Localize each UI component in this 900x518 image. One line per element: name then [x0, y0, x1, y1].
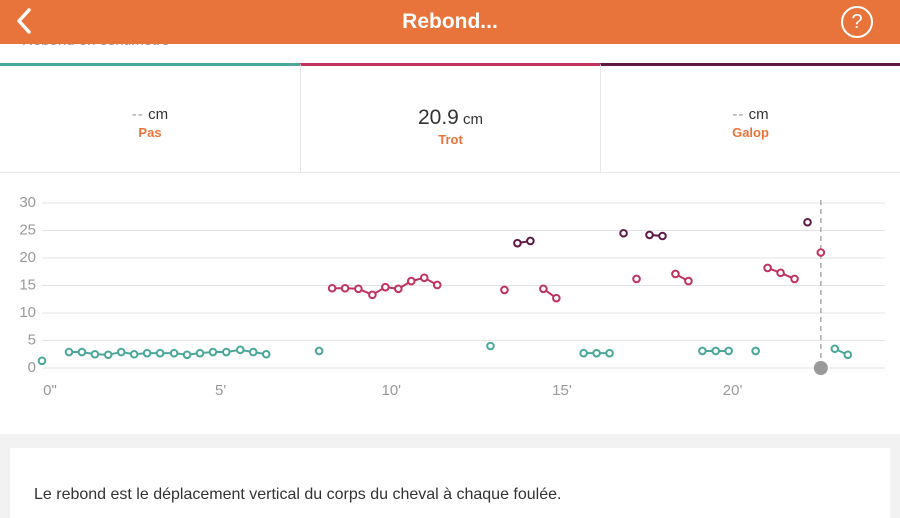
- point: [632, 274, 641, 284]
- value: 20.9: [417, 106, 459, 129]
- point: [142, 348, 152, 358]
- point: [64, 347, 74, 357]
- point: [381, 282, 390, 292]
- tab[interactable]: -- cm Galop: [600, 63, 900, 173]
- point: [486, 341, 495, 351]
- tab-label: Pas: [138, 125, 162, 140]
- point: [394, 284, 403, 294]
- title: Rebond...: [402, 10, 498, 33]
- tab[interactable]: -- cm Pas: [0, 63, 300, 173]
- value: --: [131, 106, 144, 123]
- description: Le rebond est le déplacement vertical du…: [34, 486, 562, 503]
- point: [406, 276, 416, 286]
- point: [155, 348, 165, 358]
- point: [340, 283, 350, 293]
- y-tick-label: 15: [19, 276, 36, 293]
- point: [221, 347, 231, 357]
- point: [116, 347, 126, 357]
- point: [645, 230, 654, 240]
- point: [698, 346, 707, 356]
- chart: 0 5 10 15 20 25 30 0" 5' 10' 15' 20': [19, 194, 885, 399]
- point: [169, 348, 179, 358]
- x-tick-label: 0": [43, 382, 57, 399]
- y-tick-label: 5: [28, 331, 36, 348]
- point: [314, 346, 324, 356]
- x-tick-label: 15': [552, 382, 572, 399]
- point: [195, 348, 205, 358]
- back-button[interactable]: [10, 0, 40, 44]
- point: [539, 284, 548, 294]
- tab-value: -- cm: [0, 106, 300, 123]
- point: [37, 356, 47, 366]
- point: [513, 238, 522, 248]
- point: [843, 350, 853, 360]
- x-tick-label: 5': [215, 382, 226, 399]
- y-tick-label: 30: [19, 194, 36, 211]
- point: [182, 350, 192, 360]
- x-tick-label: 10': [382, 382, 402, 399]
- tab-value: 20.9 cm: [301, 106, 600, 130]
- point: [658, 231, 667, 241]
- tab-value: -- cm: [601, 106, 900, 123]
- cursor-handle: [813, 361, 828, 375]
- point: [235, 345, 245, 355]
- x-tick-label: 20': [723, 382, 743, 399]
- point: [830, 344, 840, 354]
- point: [90, 349, 100, 359]
- help-button[interactable]: ?: [841, 6, 873, 38]
- point: [432, 280, 442, 290]
- point: [671, 269, 680, 279]
- tab[interactable]: 20.9 cm Trot: [300, 63, 600, 173]
- y-tick-label: 10: [19, 304, 36, 321]
- point: [751, 346, 760, 356]
- unit: cm: [463, 111, 484, 128]
- unit: cm: [148, 106, 169, 123]
- point: [605, 348, 614, 358]
- point: [208, 347, 218, 357]
- point: [354, 284, 363, 294]
- value: --: [732, 106, 745, 123]
- point: [552, 293, 561, 303]
- point: [103, 350, 113, 360]
- point: [526, 236, 535, 246]
- point: [711, 346, 721, 356]
- point: [684, 276, 693, 286]
- point: [500, 285, 509, 295]
- y-tick-label: 0: [28, 359, 36, 376]
- series-line: [332, 253, 821, 299]
- description-card: Le rebond est le déplacement vertical du…: [10, 448, 890, 518]
- y-tick-label: 20: [19, 249, 36, 266]
- header: Rebond... ?: [0, 0, 900, 44]
- point: [368, 290, 377, 300]
- point: [579, 348, 588, 358]
- point: [763, 263, 772, 273]
- point: [619, 228, 628, 238]
- point: [816, 248, 826, 257]
- point: [261, 349, 271, 359]
- point: [790, 274, 799, 284]
- tab-label: Trot: [438, 132, 463, 147]
- panel: [0, 44, 900, 434]
- unit: cm: [748, 106, 769, 123]
- point: [724, 346, 733, 356]
- point: [776, 268, 785, 278]
- tab-label: Galop: [732, 125, 769, 140]
- point: [129, 349, 139, 359]
- point: [77, 347, 87, 357]
- y-tick-label: 25: [19, 221, 36, 238]
- point: [803, 217, 812, 227]
- point: [419, 273, 429, 283]
- point: [592, 348, 601, 358]
- point: [248, 347, 258, 357]
- point: [327, 283, 337, 293]
